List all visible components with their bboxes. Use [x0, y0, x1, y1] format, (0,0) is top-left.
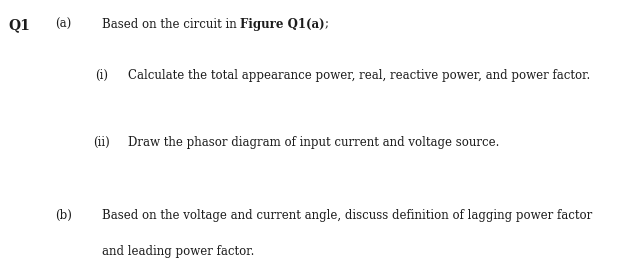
Text: (b): (b) [55, 209, 71, 222]
Text: (ii): (ii) [93, 136, 110, 149]
Text: and leading power factor.: and leading power factor. [102, 245, 254, 258]
Text: Based on the voltage and current angle, discuss definition of lagging power fact: Based on the voltage and current angle, … [102, 209, 592, 222]
Text: Calculate the total appearance power, real, reactive power, and power factor.: Calculate the total appearance power, re… [128, 69, 590, 82]
Text: Figure Q1(a): Figure Q1(a) [240, 18, 325, 31]
Text: Based on the circuit in: Based on the circuit in [102, 18, 240, 31]
Text: Q1: Q1 [8, 18, 30, 32]
Text: (i): (i) [95, 69, 108, 82]
Text: ;: ; [325, 18, 329, 31]
Text: (a): (a) [55, 18, 71, 31]
Text: Draw the phasor diagram of input current and voltage source.: Draw the phasor diagram of input current… [128, 136, 499, 149]
